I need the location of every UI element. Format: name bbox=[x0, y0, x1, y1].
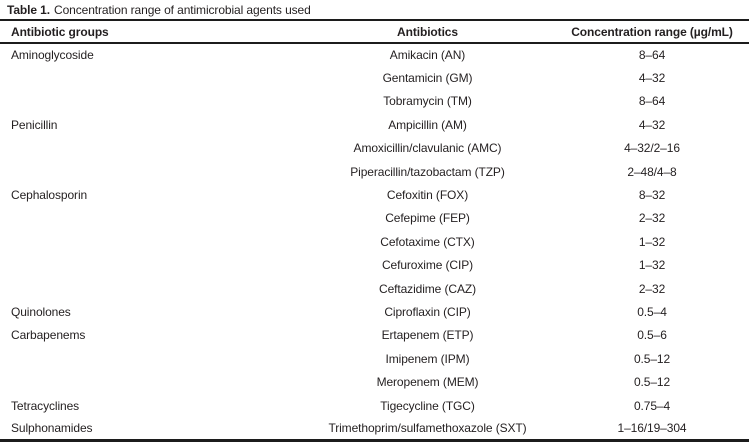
antibiotic-cell: Imipenem (IPM) bbox=[385, 351, 470, 366]
table-row: Tobramycin (TM) 8–64 bbox=[0, 90, 749, 113]
group-cell: Carbapenems bbox=[11, 328, 86, 343]
table-caption-title: Concentration range of antimicrobial age… bbox=[54, 3, 311, 17]
table-row: Cefotaxime (CTX) 1–32 bbox=[0, 230, 749, 253]
table-row: Cephalosporin Cefoxitin (FOX) 8–32 bbox=[0, 183, 749, 206]
table-row: Cefepime (FEP) 2–32 bbox=[0, 207, 749, 230]
group-cell bbox=[0, 66, 300, 89]
table-row: Carbapenems Ertapenem (ETP) 0.5–6 bbox=[0, 324, 749, 347]
table-caption-number: Table 1. bbox=[7, 3, 50, 17]
antibiotic-cell: Gentamicin (GM) bbox=[382, 71, 473, 86]
column-header-concentration-range: Concentration range (µg/mL) bbox=[555, 21, 749, 44]
antibiotic-cell: Cefotaxime (CTX) bbox=[380, 234, 475, 249]
antibiotic-cell: Trimethoprim/sulfamethoxazole (SXT) bbox=[328, 421, 527, 436]
group-cell bbox=[0, 160, 300, 183]
range-cell: 8–32 bbox=[638, 188, 666, 203]
antibiotic-cell: Ampicillin (AM) bbox=[388, 117, 467, 132]
group-cell bbox=[0, 137, 300, 160]
range-cell: 1–16/19–304 bbox=[617, 421, 687, 436]
table-row: Aminoglycoside Amikacin (AN) 8–64 bbox=[0, 43, 749, 66]
range-cell: 4–32 bbox=[638, 71, 666, 86]
column-header-antibiotics: Antibiotics bbox=[300, 21, 555, 44]
header-row: Antibiotic groups Antibiotics Concentrat… bbox=[0, 21, 749, 44]
range-cell: 0.5–4 bbox=[637, 304, 667, 319]
table-caption: Table 1. Concentration range of antimicro… bbox=[0, 0, 749, 21]
table-row: Meropenem (MEM) 0.5–12 bbox=[0, 370, 749, 393]
group-cell bbox=[0, 370, 300, 393]
group-cell: Penicillin bbox=[11, 117, 58, 132]
group-cell bbox=[0, 230, 300, 253]
group-cell: Quinolones bbox=[11, 304, 71, 319]
antibiotic-cell: Cefoxitin (FOX) bbox=[386, 188, 469, 203]
antibiotic-cell: Meropenem (MEM) bbox=[376, 375, 479, 390]
group-cell: Aminoglycoside bbox=[11, 48, 94, 63]
antibiotic-cell: Amikacin (AN) bbox=[389, 48, 466, 63]
antibiotic-cell: Piperacillin/tazobactam (TZP) bbox=[350, 164, 505, 179]
group-cell: Sulphonamides bbox=[11, 421, 93, 436]
group-cell: Tetracyclines bbox=[11, 398, 80, 413]
range-cell: 2–32 bbox=[638, 281, 666, 296]
group-cell bbox=[0, 90, 300, 113]
table-row: Gentamicin (GM) 4–32 bbox=[0, 66, 749, 89]
range-cell: 1–32 bbox=[638, 234, 666, 249]
range-cell: 0.5–12 bbox=[633, 375, 671, 390]
table-row: Tetracyclines Tigecycline (TGC) 0.75–4 bbox=[0, 394, 749, 417]
table-row: Sulphonamides Trimethoprim/sulfamethoxaz… bbox=[0, 417, 749, 440]
range-cell: 2–48/4–8 bbox=[627, 164, 677, 179]
group-cell: Cephalosporin bbox=[11, 188, 88, 203]
group-cell bbox=[0, 347, 300, 370]
antibiotic-cell: Amoxicillin/clavulanic (AMC) bbox=[353, 141, 502, 156]
group-cell bbox=[0, 207, 300, 230]
antibiotic-cell: Cefuroxime (CIP) bbox=[381, 258, 474, 273]
antibiotic-cell: Tigecycline (TGC) bbox=[380, 398, 475, 413]
antimicrobial-concentration-table: Antibiotic groups Antibiotics Concentrat… bbox=[0, 21, 749, 443]
table-row: Penicillin Ampicillin (AM) 4–32 bbox=[0, 113, 749, 136]
range-cell: 0.5–12 bbox=[633, 351, 671, 366]
antibiotic-cell: Ertapenem (ETP) bbox=[381, 328, 474, 343]
range-cell: 4–32/2–16 bbox=[624, 141, 680, 156]
table-row: Imipenem (IPM) 0.5–12 bbox=[0, 347, 749, 370]
antibiotic-cell: Cefepime (FEP) bbox=[385, 211, 470, 226]
range-cell: 2–32 bbox=[638, 211, 666, 226]
group-cell bbox=[0, 254, 300, 277]
range-cell: 1–32 bbox=[638, 258, 666, 273]
table-row: Piperacillin/tazobactam (TZP) 2–48/4–8 bbox=[0, 160, 749, 183]
range-cell: 4–32 bbox=[638, 117, 666, 132]
antibiotic-cell: Ceftazidime (CAZ) bbox=[379, 281, 476, 296]
table-row: Amoxicillin/clavulanic (AMC) 4–32/2–16 bbox=[0, 137, 749, 160]
column-header-antibiotic-groups: Antibiotic groups bbox=[0, 21, 300, 44]
group-cell bbox=[0, 277, 300, 300]
range-cell: 8–64 bbox=[638, 94, 666, 109]
range-cell: 8–64 bbox=[638, 48, 666, 63]
range-cell: 0.5–6 bbox=[637, 328, 667, 343]
table-row: Quinolones Ciproflaxin (CIP) 0.5–4 bbox=[0, 300, 749, 323]
range-cell: 0.75–4 bbox=[633, 398, 671, 413]
antibiotic-cell: Tobramycin (TM) bbox=[383, 94, 472, 109]
table-row: Ceftazidime (CAZ) 2–32 bbox=[0, 277, 749, 300]
antibiotic-cell: Ciproflaxin (CIP) bbox=[384, 304, 471, 319]
table-row: Cefuroxime (CIP) 1–32 bbox=[0, 254, 749, 277]
